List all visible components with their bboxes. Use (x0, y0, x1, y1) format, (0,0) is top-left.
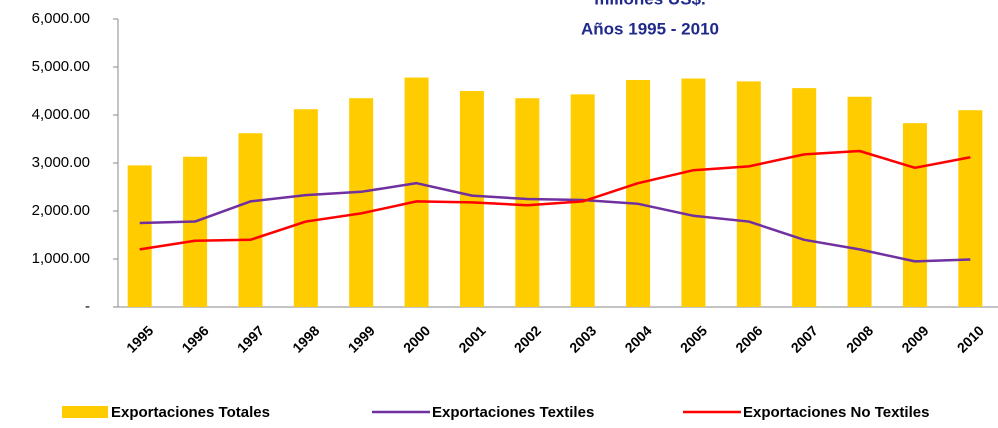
x-tick-label: 2003 (566, 322, 599, 355)
x-tick-label: 2005 (677, 322, 710, 355)
x-tick-label: 1996 (178, 322, 211, 355)
bar (238, 133, 263, 307)
bar (515, 98, 540, 307)
x-tick-label: 2010 (954, 322, 987, 355)
y-tick-label: - (85, 298, 90, 315)
y-tick-label: 5,000.00 (32, 58, 90, 75)
bar (459, 91, 484, 307)
y-tick-label: 3,000.00 (32, 154, 90, 171)
legend-label: Exportaciones Textiles (432, 404, 594, 421)
y-tick-label: 6,000.00 (32, 10, 90, 27)
bar (626, 79, 651, 308)
x-tick-label: 2002 (511, 322, 544, 355)
bar (681, 78, 706, 308)
x-tick-label: 2000 (400, 322, 433, 355)
x-tick-label: 2001 (455, 322, 488, 355)
bar (792, 88, 817, 308)
x-tick-label: 2007 (788, 322, 821, 355)
bar (183, 156, 208, 307)
legend-label: Exportaciones No Textiles (743, 404, 929, 421)
line (139, 149, 971, 251)
legend-swatch (62, 406, 108, 418)
x-tick-label: 2006 (732, 322, 765, 355)
x-tick-label: 1995 (123, 322, 156, 355)
bar (349, 98, 374, 307)
bar (847, 96, 872, 307)
bar (404, 77, 429, 307)
x-tick-label: 2009 (898, 322, 931, 355)
bar (127, 165, 152, 307)
bar (736, 81, 761, 308)
chart-title: millones US$. (594, 0, 705, 8)
x-tick-label: 2004 (621, 322, 654, 355)
y-tick-label: 4,000.00 (32, 106, 90, 123)
line (139, 181, 971, 263)
y-tick-label: 2,000.00 (32, 202, 90, 219)
x-tick-label: 1998 (289, 322, 322, 355)
bar (958, 110, 983, 307)
x-tick-label: 1999 (345, 322, 378, 355)
y-tick-label: 1,000.00 (32, 250, 90, 267)
x-tick-label: 1997 (234, 322, 267, 355)
legend-label: Exportaciones Totales (111, 404, 270, 421)
bar (293, 109, 318, 308)
x-tick-label: 2008 (843, 322, 876, 355)
chart-subtitle: Años 1995 - 2010 (581, 19, 719, 38)
bar (902, 123, 927, 307)
